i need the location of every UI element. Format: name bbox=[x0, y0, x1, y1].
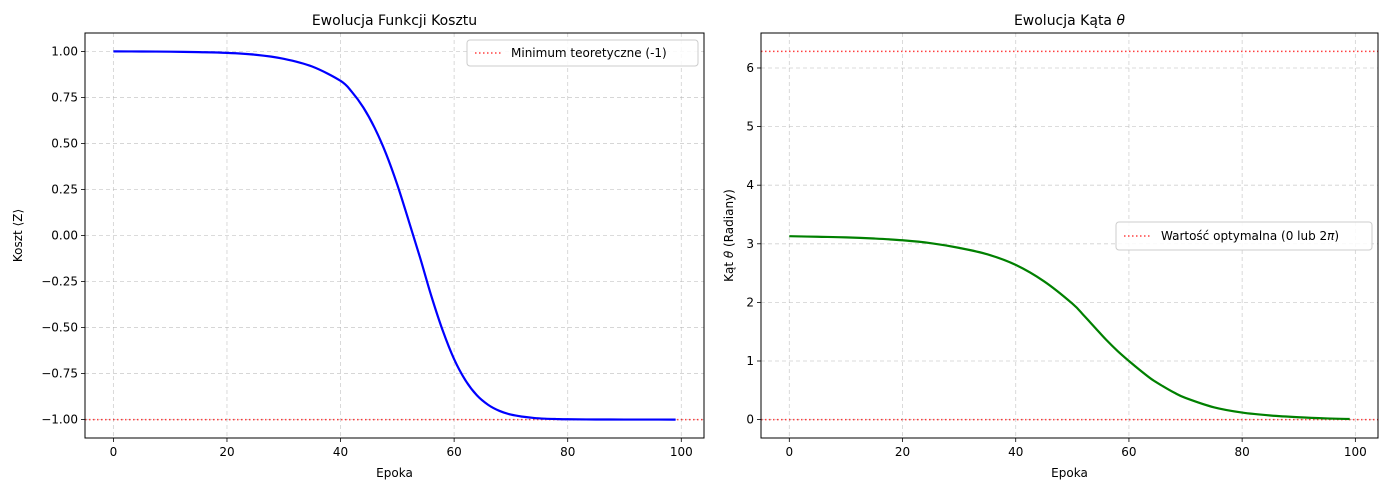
legend: Minimum teoretyczne (-1) bbox=[466, 39, 699, 67]
grid bbox=[85, 33, 704, 438]
reference-lines bbox=[761, 50, 1378, 421]
y-tick-label: −0.25 bbox=[41, 275, 78, 289]
x-tick-label: 60 bbox=[446, 445, 461, 459]
x-tick-label: 80 bbox=[560, 445, 575, 459]
x-tick-label: 20 bbox=[219, 445, 234, 459]
y-tick-label: 0 bbox=[746, 413, 754, 427]
chart-cost: Ewolucja Funkcji Kosztu 0 20 40 60 80 100 1.0… bbox=[11, 13, 705, 480]
x-tick-label: 40 bbox=[333, 445, 348, 459]
plot-frame bbox=[760, 32, 1379, 439]
y-tick-label: 0.75 bbox=[51, 90, 78, 104]
y-tick-label: −0.50 bbox=[41, 321, 78, 335]
y-ticks: 1.00 0.75 0.50 0.25 0.00 −0.25 −0.50 −0.75 −1.00 bbox=[41, 44, 85, 427]
y-axis-label: Kąt θ (Radiany) bbox=[722, 189, 736, 282]
y-tick-label: 0.00 bbox=[51, 229, 78, 243]
y-tick-label: 4 bbox=[746, 178, 754, 192]
series-line bbox=[789, 235, 1350, 421]
x-tick-label: 80 bbox=[1235, 445, 1250, 459]
x-ticks: 0 20 40 60 80 100 bbox=[110, 438, 693, 459]
y-tick-label: 5 bbox=[746, 120, 754, 134]
x-axis-label: Epoka bbox=[1051, 466, 1088, 480]
y-tick-label: 2 bbox=[746, 295, 754, 309]
series-line bbox=[113, 50, 676, 421]
series bbox=[113, 50, 676, 421]
chart-angle: Ewolucja Kąta θ 0 20 40 60 80 100 0 1 2 3 4 5 6 Epo… bbox=[722, 13, 1379, 480]
x-axis-label: Epoka bbox=[376, 466, 413, 480]
legend-label: Wartość optymalna (0 lub 2π) bbox=[1161, 229, 1339, 243]
y-tick-label: 1.00 bbox=[51, 44, 78, 58]
x-tick-label: 0 bbox=[110, 445, 118, 459]
y-tick-label: 1 bbox=[746, 354, 754, 368]
y-axis-label: Koszt ⟨Z⟩ bbox=[11, 209, 25, 262]
series bbox=[789, 235, 1350, 421]
y-tick-label: 0.25 bbox=[51, 182, 78, 196]
x-ticks: 0 20 40 60 80 100 bbox=[785, 438, 1367, 459]
y-tick-label: 3 bbox=[746, 237, 754, 251]
legend-box bbox=[466, 39, 699, 67]
y-ticks: 0 1 2 3 4 5 6 bbox=[746, 61, 761, 427]
x-tick-label: 40 bbox=[1008, 445, 1023, 459]
chart-title: Ewolucja Funkcji Kosztu bbox=[312, 13, 477, 29]
legend: Wartość optymalna (0 lub 2π) bbox=[1115, 221, 1373, 251]
x-tick-label: 100 bbox=[1344, 445, 1367, 459]
y-tick-label: 0.50 bbox=[51, 136, 78, 150]
legend-box bbox=[1115, 221, 1373, 251]
y-tick-label: 6 bbox=[746, 61, 754, 75]
x-tick-label: 60 bbox=[1121, 445, 1136, 459]
x-tick-label: 0 bbox=[785, 445, 793, 459]
chart-title: Ewolucja Kąta θ bbox=[1014, 13, 1126, 29]
x-tick-label: 100 bbox=[670, 445, 693, 459]
y-tick-label: −0.75 bbox=[41, 367, 78, 381]
x-tick-label: 20 bbox=[895, 445, 910, 459]
legend-label: Minimum teoretyczne (-1) bbox=[511, 46, 667, 60]
y-tick-label: −1.00 bbox=[41, 413, 78, 427]
